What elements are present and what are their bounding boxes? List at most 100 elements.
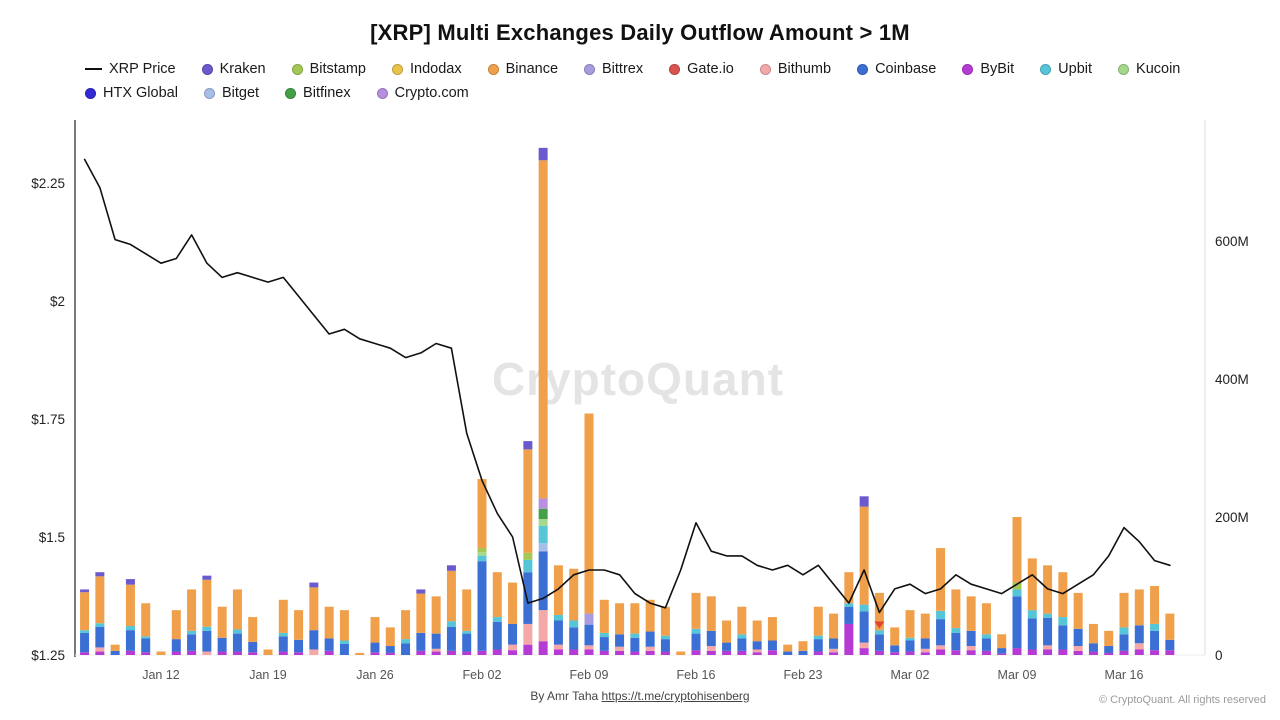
bar-segment-binance[interactable] [783, 644, 793, 652]
bar-jan-13[interactable] [171, 610, 181, 655]
bar-segment-upbit[interactable] [936, 610, 946, 620]
bar-segment-binance[interactable] [477, 479, 487, 549]
bar-segment-coinbase[interactable] [890, 645, 900, 653]
legend-item-crypto-com[interactable]: Crypto.com [376, 85, 469, 101]
bar-segment-coinbase[interactable] [248, 641, 258, 653]
bar-segment-binance[interactable] [263, 649, 273, 655]
bar-segment-coinbase[interactable] [217, 637, 227, 652]
bar-segment-coinbase[interactable] [95, 626, 105, 648]
bar-segment-bybit[interactable] [141, 652, 151, 655]
bar-segment-binance[interactable] [538, 160, 548, 499]
bar-segment-coinbase[interactable] [492, 621, 502, 650]
bar-segment-bybit[interactable] [324, 650, 334, 655]
bar-segment-binance[interactable] [966, 596, 976, 631]
bar-segment-binance[interactable] [309, 587, 319, 631]
bar-segment-coinbase[interactable] [783, 651, 793, 655]
bar-segment-bybit[interactable] [905, 651, 915, 655]
bar-mar-16[interactable] [1119, 592, 1129, 655]
bar-segment-bithumb[interactable] [584, 645, 594, 650]
bar-segment-bithumb[interactable] [553, 644, 563, 650]
bar-feb-23[interactable] [798, 641, 808, 655]
bar-segment-upbit[interactable] [844, 603, 854, 607]
bar-segment-bybit[interactable] [767, 650, 777, 655]
bar-mar-10[interactable] [1027, 558, 1037, 655]
bar-mar-15[interactable] [1104, 630, 1114, 655]
bar-segment-bybit[interactable] [80, 652, 90, 655]
bar-segment-binance[interactable] [905, 610, 915, 638]
bar-segment-coinbase[interactable] [80, 632, 90, 653]
bar-segment-bybit[interactable] [1088, 651, 1098, 655]
bar-segment-upbit[interactable] [538, 525, 548, 544]
legend-item-bithumb[interactable]: Bithumb [759, 61, 831, 77]
bar-segment-coinbase[interactable] [171, 639, 181, 652]
bar-segment-binance[interactable] [859, 506, 869, 605]
bar-segment-bybit[interactable] [385, 652, 395, 655]
bar-segment-coinbase[interactable] [232, 633, 242, 652]
bar-mar-06[interactable] [966, 596, 976, 655]
bar-segment-upbit[interactable] [553, 614, 563, 621]
bar-segment-coinbase[interactable] [920, 638, 930, 649]
bar-segment-binance[interactable] [278, 599, 288, 633]
bar-segment-binance[interactable] [1104, 630, 1114, 647]
legend-item-bitstamp[interactable]: Bitstamp [291, 61, 366, 77]
bar-segment-bybit[interactable] [615, 650, 625, 655]
legend-item-kraken[interactable]: Kraken [201, 61, 266, 77]
bar-segment-binance[interactable] [1058, 572, 1068, 618]
bar-segment-binance[interactable] [676, 651, 686, 655]
bar-segment-bybit[interactable] [294, 652, 304, 655]
bar-jan-25[interactable] [355, 652, 365, 655]
bar-segment-binance[interactable] [446, 570, 456, 622]
bar-segment-kraken[interactable] [446, 565, 456, 571]
bar-segment-upbit[interactable] [951, 628, 961, 633]
bar-segment-coinbase[interactable] [660, 639, 670, 652]
bar-segment-binance[interactable] [645, 599, 655, 632]
bar-segment-upbit[interactable] [141, 636, 151, 639]
bar-segment-binance[interactable] [125, 584, 135, 627]
bar-segment-bybit[interactable] [446, 650, 456, 655]
bar-segment-bithumb[interactable] [309, 649, 319, 655]
bar-jan-26[interactable] [370, 617, 380, 655]
bar-segment-upbit[interactable] [1119, 627, 1129, 635]
bar-segment-bybit[interactable] [752, 652, 762, 655]
legend-item-htx-global[interactable]: HTX Global [85, 85, 178, 101]
bar-segment-upbit[interactable] [569, 620, 579, 628]
bar-jan-30[interactable] [431, 596, 441, 655]
bar-segment-bithumb[interactable] [706, 646, 716, 651]
bar-segment-bithumb[interactable] [1043, 645, 1053, 650]
bar-segment-bitstamp[interactable] [523, 552, 533, 560]
bar-segment-bybit[interactable] [171, 651, 181, 655]
bar-mar-18[interactable] [1150, 586, 1160, 655]
bar-segment-bithumb[interactable] [538, 610, 548, 642]
bar-segment-upbit[interactable] [477, 555, 487, 562]
bar-segment-upbit[interactable] [339, 640, 349, 644]
bar-segment-coinbase[interactable] [385, 646, 395, 653]
bar-segment-bybit[interactable] [477, 650, 487, 655]
bar-segment-bybit[interactable] [859, 648, 869, 655]
bar-segment-coinbase[interactable] [324, 638, 334, 651]
bar-segment-bybit[interactable] [1104, 652, 1114, 655]
bar-segment-coinbase[interactable] [110, 650, 120, 655]
bar-segment-coinbase[interactable] [187, 634, 197, 651]
bar-segment-bybit[interactable] [966, 650, 976, 655]
bar-segment-kraken[interactable] [95, 572, 105, 577]
bar-feb-06[interactable] [538, 147, 548, 655]
bar-segment-bithumb[interactable] [1073, 646, 1083, 651]
bar-segment-bybit[interactable] [706, 650, 716, 655]
bar-segment-binance[interactable] [1165, 613, 1175, 640]
bar-feb-11[interactable] [615, 603, 625, 655]
bar-segment-bybit[interactable] [1119, 650, 1129, 655]
bar-segment-binance[interactable] [569, 568, 579, 621]
bar-segment-bybit[interactable] [1043, 649, 1053, 655]
bar-feb-19[interactable] [737, 606, 747, 655]
bar-segment-coinbase[interactable] [538, 551, 548, 611]
bar-segment-upbit[interactable] [1150, 623, 1160, 631]
bar-segment-upbit[interactable] [1058, 617, 1068, 626]
bar-segment-coinbase[interactable] [798, 650, 808, 655]
bar-segment-coinbase[interactable] [569, 627, 579, 650]
bar-segment-coinbase[interactable] [829, 638, 839, 649]
bar-segment-upbit[interactable] [691, 628, 701, 634]
bar-segment-binance[interactable] [401, 610, 411, 640]
bar-segment-upbit[interactable] [1012, 589, 1022, 597]
bar-mar-12[interactable] [1058, 572, 1068, 655]
legend-item-binance[interactable]: Binance [487, 61, 558, 77]
